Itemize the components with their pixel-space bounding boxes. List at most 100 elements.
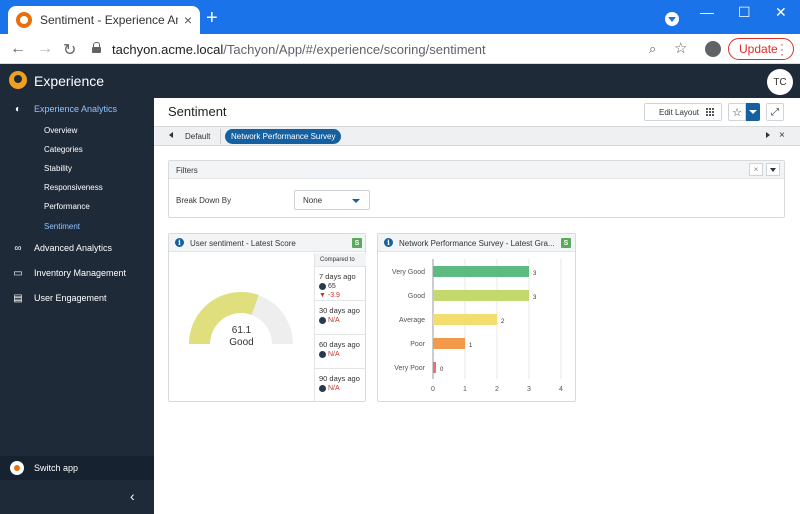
comparison-column: Compared to 7 days ago 65 ▼ -3.9 30 days… — [314, 253, 366, 401]
chart-data-label: 3 — [533, 295, 537, 301]
edit-layout-button[interactable]: Edit Layout — [644, 103, 722, 121]
chart-category-label: Very Good — [392, 269, 425, 276]
close-window-button[interactable]: ✕ — [775, 4, 787, 20]
address-bar: ← → ↻ tachyon.acme.local/Tachyon/App/#/e… — [0, 34, 800, 64]
chart-bar — [433, 362, 436, 373]
sidebar-item-overview[interactable]: Overview — [44, 126, 78, 135]
sidebar-item-sentiment[interactable]: Sentiment — [44, 222, 81, 231]
filters-collapse-button[interactable] — [766, 163, 780, 176]
clipboard-icon: ▤ — [13, 292, 23, 304]
gauge-icon — [319, 283, 326, 290]
grid-icon — [706, 108, 714, 116]
info-icon[interactable]: i — [384, 238, 393, 247]
forward-button[interactable]: → — [37, 40, 53, 57]
user-avatar[interactable]: TC — [767, 69, 793, 95]
widget-title: Network Performance Survey - Latest Gra.… — [399, 239, 554, 248]
fullscreen-expand-button[interactable]: ⤢ — [766, 103, 784, 121]
survey-badge: S — [561, 238, 571, 248]
comparison-period: 7 days ago — [319, 272, 356, 281]
comparison-value: N/A — [328, 385, 340, 392]
zoom-icon[interactable]: ⌕ — [649, 41, 657, 56]
tab-network-performance-survey[interactable]: Network Performance Survey — [225, 129, 342, 144]
break-down-label: Break Down By — [176, 196, 232, 205]
sidebar-item-responsiveness[interactable]: Responsiveness — [44, 183, 103, 192]
page-title: Sentiment — [168, 104, 227, 119]
tab-scroll-right-icon[interactable] — [766, 132, 770, 138]
tab-default[interactable]: Default — [185, 132, 211, 141]
update-button[interactable]: Update · · · — [728, 38, 794, 60]
compared-to-header: Compared to — [315, 253, 366, 267]
reload-button[interactable]: ↻ — [63, 42, 77, 59]
collapse-sidebar-icon[interactable]: ‹ — [130, 488, 135, 504]
comparison-delta: ▼ -3.9 — [319, 292, 340, 299]
sidebar: ◐ Experience Analytics Overview Categori… — [0, 98, 154, 514]
sidebar-section-experience-analytics[interactable]: ◐ Experience Analytics — [0, 98, 154, 120]
switch-app-icon — [10, 461, 24, 475]
back-button[interactable]: ← — [10, 40, 26, 57]
clear-filters-button[interactable]: × — [749, 163, 763, 176]
edit-layout-label: Edit Layout — [659, 107, 700, 117]
bookmark-star-icon[interactable]: ☆ — [674, 40, 688, 57]
favorite-dropdown-button[interactable] — [746, 103, 760, 121]
sidebar-section-label: Advanced Analytics — [34, 243, 113, 253]
sidebar-section-user-engagement[interactable]: ▤ User Engagement — [0, 287, 154, 309]
score-badge: S — [352, 238, 362, 248]
favorite-star-button[interactable]: ☆ — [728, 103, 746, 121]
comparison-row: 30 days ago N/A — [315, 302, 366, 335]
chart-data-label: 3 — [533, 271, 537, 277]
dashboard-icon: ◐ — [14, 103, 22, 115]
chart-category-label: Very Poor — [394, 365, 425, 372]
chart-bar — [433, 290, 529, 301]
binoculars-icon: ∞ — [14, 242, 22, 254]
menu-dots-icon: · · · — [780, 37, 784, 61]
profile-icon[interactable] — [705, 41, 721, 57]
switch-app-button[interactable]: Switch app — [0, 456, 154, 480]
gauge-area: 61.1 Good — [169, 253, 314, 401]
sidebar-item-stability[interactable]: Stability — [44, 164, 73, 173]
comparison-period: 90 days ago — [319, 374, 360, 383]
maximize-button[interactable]: ☐ — [738, 4, 751, 20]
gauge-icon — [319, 317, 326, 324]
chart-data-label: 2 — [501, 319, 505, 325]
comparison-value-row: N/A — [319, 351, 366, 358]
url-path: /Tachyon/App/#/experience/scoring/sentim… — [223, 42, 486, 57]
tab-divider — [220, 129, 221, 144]
sidebar-section-advanced-analytics[interactable]: ∞ Advanced Analytics — [0, 237, 154, 259]
update-label: Update — [739, 42, 778, 56]
comparison-value: 65 — [328, 283, 336, 290]
tab-close-icon[interactable]: × — [779, 130, 785, 141]
dashboard-tab-strip: Default Network Performance Survey × — [154, 126, 800, 146]
comparison-row: 60 days ago N/A — [315, 336, 366, 369]
comparison-row: 90 days ago N/A — [315, 370, 366, 401]
chart-bar — [433, 314, 497, 325]
tab-scroll-left-icon[interactable] — [169, 132, 173, 138]
sidebar-item-performance[interactable]: Performance — [44, 202, 90, 211]
comparison-value: N/A — [328, 317, 340, 324]
browser-tab[interactable]: Sentiment - Experience Analytics × — [8, 6, 200, 34]
sidebar-item-categories[interactable]: Categories — [44, 145, 83, 154]
lock-icon[interactable] — [92, 42, 101, 53]
chart-data-label: 0 — [440, 367, 444, 373]
gauge-score: 61.1 — [231, 325, 252, 336]
tab-search-icon[interactable] — [665, 12, 679, 26]
chart-x-tick-label: 4 — [559, 386, 563, 393]
widget-title: User sentiment - Latest Score — [190, 239, 296, 248]
comparison-row: 7 days ago 65 ▼ -3.9 — [315, 268, 366, 301]
tab-close-icon[interactable]: × — [183, 12, 192, 28]
gauge-icon — [319, 385, 326, 392]
comparison-value: N/A — [328, 351, 340, 358]
filters-header: Filters × — [169, 161, 784, 179]
widget-header: i User sentiment - Latest Score S — [169, 234, 365, 252]
filters-panel: Filters × Break Down By None — [168, 160, 785, 218]
new-tab-button[interactable]: + — [206, 7, 218, 29]
chart-x-tick-label: 0 — [431, 386, 435, 393]
comparison-value-row: N/A — [319, 385, 366, 392]
gauge-icon — [319, 351, 326, 358]
info-icon[interactable]: i — [175, 238, 184, 247]
break-down-select[interactable]: None — [294, 190, 370, 210]
sidebar-section-inventory-management[interactable]: ▭ Inventory Management — [0, 262, 154, 284]
tachyon-favicon-icon — [16, 12, 32, 28]
sidebar-section-label: User Engagement — [34, 293, 107, 303]
url-field[interactable]: tachyon.acme.local/Tachyon/App/#/experie… — [112, 42, 486, 57]
minimize-button[interactable]: — — [700, 4, 714, 20]
